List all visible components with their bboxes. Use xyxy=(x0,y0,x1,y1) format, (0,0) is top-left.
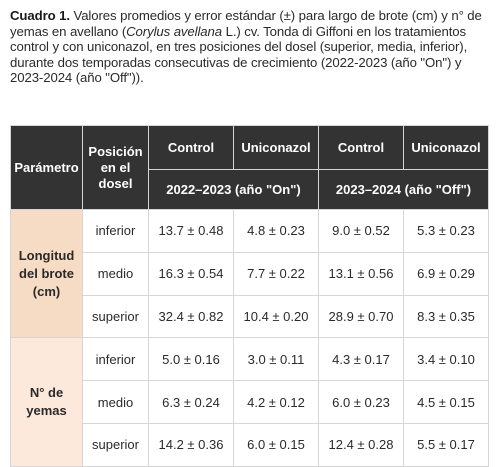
value-cell: 5.0 ± 0.16 xyxy=(148,337,234,382)
header-season-1: 2022–2023 (año "On") xyxy=(148,169,319,210)
value-cell: 7.7 ± 0.22 xyxy=(233,251,319,296)
table-caption: Cuadro 1. Valores promedios y error está… xyxy=(10,8,488,86)
value-cell: 32.4 ± 0.82 xyxy=(148,294,234,339)
value-cell: 13.7 ± 0.48 xyxy=(148,209,234,253)
value-cell: 16.3 ± 0.54 xyxy=(148,251,234,296)
table-row: N° de yemas inferior 5.0 ± 0.16 3.0 ± 0.… xyxy=(10,337,489,467)
value-cell: 13.1 ± 0.56 xyxy=(318,251,404,296)
header-parametro: Parámetro xyxy=(10,125,83,210)
value-cell: 10.4 ± 0.20 xyxy=(233,294,319,339)
value-cell: 6.3 ± 0.24 xyxy=(148,380,234,424)
value-cell: 8.3 ± 0.35 xyxy=(403,294,489,339)
value-cell: 4.5 ± 0.15 xyxy=(403,380,489,424)
value-cell: 6.0 ± 0.23 xyxy=(318,380,404,424)
value-cell: 9.0 ± 0.52 xyxy=(318,209,404,253)
value-cell: 4.3 ± 0.17 xyxy=(318,337,404,382)
data-table: Parámetro Posición en el dosel Control U… xyxy=(10,125,489,467)
position-cell: inferior xyxy=(82,209,149,253)
param-longitud-brote: Longitud del brote (cm) xyxy=(10,208,83,339)
table-row: superior 14.2 ± 0.36 6.0 ± 0.15 12.4 ± 0… xyxy=(11,422,489,467)
position-cell: superior xyxy=(82,422,149,467)
value-cell: 3.0 ± 0.11 xyxy=(233,337,319,382)
table-row: medio 16.3 ± 0.54 7.7 ± 0.22 13.1 ± 0.56… xyxy=(11,251,489,296)
caption-species: Corylus avellana xyxy=(126,23,223,39)
caption-label: Cuadro 1. xyxy=(10,8,70,23)
position-cell: medio xyxy=(82,380,149,424)
position-cell: inferior xyxy=(82,337,149,382)
value-cell: 6.9 ± 0.29 xyxy=(403,251,489,296)
header-treatment-control-1: Control xyxy=(148,125,234,170)
header-posicion: Posición en el dosel xyxy=(82,125,149,210)
table-row: medio 6.3 ± 0.24 4.2 ± 0.12 6.0 ± 0.23 4… xyxy=(11,380,489,424)
value-cell: 12.4 ± 0.28 xyxy=(318,422,404,467)
param-numero-yemas: N° de yemas xyxy=(10,337,83,467)
table-row: superior 32.4 ± 0.82 10.4 ± 0.20 28.9 ± … xyxy=(11,294,489,339)
caption-text-2: L.) cv. Tonda di Giffoni en los tratamie… xyxy=(10,23,468,86)
header-treatment-control-2: Control xyxy=(318,125,404,170)
value-cell: 5.3 ± 0.23 xyxy=(403,209,489,253)
table-row: Longitud del brote (cm) inferior 13.7 ± … xyxy=(10,208,489,339)
position-cell: superior xyxy=(82,294,149,339)
header-season-2: 2023–2024 (año "Off") xyxy=(318,169,489,210)
position-cell: medio xyxy=(82,251,149,296)
value-cell: 3.4 ± 0.10 xyxy=(403,337,489,382)
value-cell: 4.8 ± 0.23 xyxy=(233,209,319,253)
header-treatment-uniconazol-2: Uniconazol xyxy=(403,125,489,170)
value-cell: 6.0 ± 0.15 xyxy=(233,422,319,467)
caption-text-1: Valores promedios y error estándar (±) p… xyxy=(10,8,482,39)
header-treatment-uniconazol-1: Uniconazol xyxy=(233,125,319,170)
value-cell: 14.2 ± 0.36 xyxy=(148,422,234,467)
value-cell: 5.5 ± 0.17 xyxy=(403,422,489,467)
value-cell: 28.9 ± 0.70 xyxy=(318,294,404,339)
value-cell: 4.2 ± 0.12 xyxy=(233,380,319,424)
